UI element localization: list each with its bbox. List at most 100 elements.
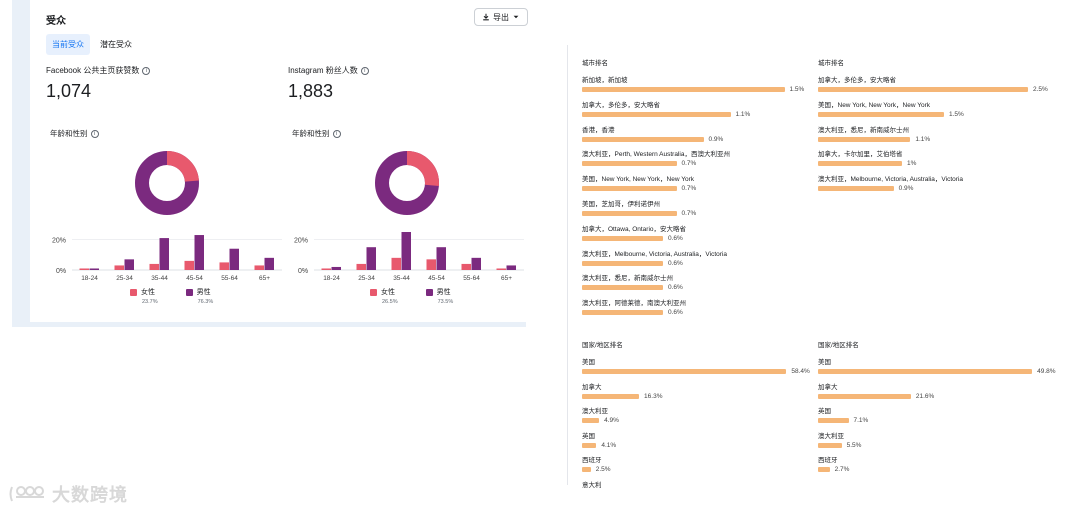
bar-male-65+[interactable] (506, 265, 517, 270)
bar-female-25-34[interactable] (356, 263, 367, 270)
info-icon[interactable]: i (360, 66, 369, 75)
country-rank-title-right: 国家/地区排名 (818, 342, 859, 349)
bar-female-55-64[interactable] (461, 263, 472, 270)
country-rank-title-left: 国家/地区排名 (582, 342, 623, 349)
rank-bar-row: 0.7% (582, 185, 696, 192)
watermark-text: 大数跨境 (52, 485, 128, 505)
rank-item: 加拿大，多伦多，安大略省 2.5% (818, 74, 1048, 93)
rank-bar (582, 310, 663, 316)
instagram-legend: 女性 26.5% 男性 73.5% (370, 287, 453, 305)
bar-female-65+[interactable] (496, 268, 507, 270)
chevron-down-icon (513, 15, 519, 19)
bar-female-65+[interactable] (254, 265, 265, 270)
instagram-metric-label-text: Instagram 粉丝人数 (288, 66, 358, 75)
rank-value: 16.3% (644, 392, 663, 400)
rank-bar-row: 16.3% (582, 393, 662, 400)
bar-male-45-54[interactable] (436, 247, 447, 270)
facebook-gender-donut (135, 151, 199, 215)
rank-label: 加拿大，Ottawa, Ontario，安大略省 (582, 225, 687, 233)
rank-label: 加拿大，多伦多，安大略省 (582, 101, 660, 109)
instagram-age-gender-label-text: 年龄和性别 (292, 129, 330, 138)
x-tick-label: 25-34 (116, 275, 133, 282)
info-icon[interactable]: i (90, 129, 99, 138)
x-tick-label: 45-54 (428, 275, 445, 282)
x-tick-label: 25-34 (358, 275, 375, 282)
rank-item: 美国，芝加哥，伊利诺伊州 0.7% (582, 198, 696, 217)
rank-bar-row: 0.7% (582, 160, 730, 167)
rank-bar (818, 136, 911, 142)
rank-value: 7.1% (853, 417, 869, 424)
x-tick-label: 65+ (259, 275, 270, 282)
tab-current-audience[interactable]: 当前受众 (46, 34, 90, 55)
legend-female-label: 女性 (141, 289, 155, 296)
rank-label: 加拿大 (818, 383, 838, 391)
rank-label: 英国 (818, 408, 831, 415)
export-button[interactable]: 导出 (474, 8, 528, 26)
legend-female: 女性 26.5% (370, 287, 398, 305)
info-icon[interactable]: i (332, 129, 341, 138)
rank-bar (818, 442, 842, 448)
facebook-metric-label: Facebook 公共主页获赞数 i (46, 65, 151, 76)
bar-female-25-34[interactable] (114, 265, 125, 270)
bar-male-65+[interactable] (264, 257, 275, 270)
rank-label: 加拿大，卡尔加里，艾伯塔省 (818, 151, 903, 159)
rank-bar-row: 49.8% (818, 368, 1056, 375)
rank-bar (582, 186, 677, 192)
watermark: 大数跨境 (8, 481, 128, 507)
bar-male-45-54[interactable] (194, 235, 205, 270)
rank-item: 澳大利亚 5.5% (818, 430, 861, 449)
rank-bar (582, 285, 663, 291)
rank-value: 0.6% (668, 259, 683, 267)
bar-male-25-34[interactable] (366, 247, 377, 270)
rank-bar-row: 5.5% (818, 442, 861, 449)
rank-bar-row: 0.6% (582, 284, 683, 291)
rank-bar (582, 211, 677, 216)
rank-item: 美国 58.4% (582, 356, 810, 375)
rank-label: 西班牙 (582, 457, 602, 464)
bar-male-55-64[interactable] (471, 257, 482, 270)
rank-label: 香港，香港 (582, 126, 615, 134)
instagram-metric-value: 1,883 (288, 81, 334, 101)
rank-value: 0.9% (898, 185, 914, 193)
rank-bar (818, 111, 944, 117)
y-tick-label: 0% (56, 268, 66, 275)
rank-item: 意大利 (582, 479, 602, 489)
bar-female-18-24[interactable] (321, 268, 332, 270)
rank-bar (582, 369, 787, 374)
rank-value: 58.4% (791, 368, 810, 375)
bar-male-18-24[interactable] (331, 266, 342, 270)
rank-item: 香港，香港 0.9% (582, 124, 723, 143)
bar-male-35-44[interactable] (401, 232, 412, 270)
bar-female-45-54[interactable] (184, 260, 195, 270)
bar-male-25-34[interactable] (124, 259, 135, 270)
x-tick-label: 55-64 (463, 275, 480, 282)
rank-value: 2.5% (595, 466, 611, 473)
panel-title: 受众 (46, 16, 66, 27)
rank-bar-row: 1.1% (818, 136, 930, 143)
rank-bar-row: 1.5% (582, 86, 804, 93)
instagram-gender-donut (375, 151, 439, 215)
instagram-age-gender-label: 年龄和性别 i (292, 128, 341, 139)
rank-bar-row: 0.6% (582, 260, 727, 267)
rank-label: 加拿大，多伦多，安大略省 (818, 77, 896, 84)
facebook-age-gender-label-text: 年龄和性别 (50, 129, 88, 138)
rank-bar-row: 2.5% (582, 466, 611, 473)
bar-male-18-24[interactable] (89, 268, 100, 270)
bar-female-35-44[interactable] (391, 257, 402, 270)
bar-female-55-64[interactable] (219, 262, 230, 270)
tab-potential-audience[interactable]: 潜在受众 (100, 40, 132, 49)
info-icon[interactable]: i (142, 66, 151, 75)
bar-male-35-44[interactable] (159, 238, 170, 270)
rank-bar-row: 21.6% (818, 393, 934, 400)
bar-female-45-54[interactable] (426, 259, 437, 270)
bar-male-55-64[interactable] (229, 248, 240, 270)
rank-bar-row: 7.1% (818, 417, 868, 424)
rank-bar-row: 0.9% (818, 185, 963, 192)
audience-panel: 受众 导出 当前受众 潜在受众 Facebook 公共主页获赞数 i 1,074… (30, 0, 528, 322)
bar-female-35-44[interactable] (149, 263, 160, 270)
rank-item: 澳大利亚 4.9% (582, 405, 619, 424)
bar-female-18-24[interactable] (79, 268, 90, 270)
rank-item: 西班牙 2.5% (582, 454, 611, 473)
rank-bar (582, 161, 677, 167)
y-tick-label: 0% (298, 268, 308, 275)
